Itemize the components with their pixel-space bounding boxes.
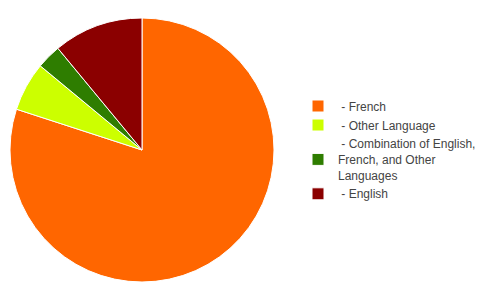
svg-text:- Combination of English,Frenc: - Combination of English,French, and Oth…	[338, 137, 475, 182]
svg-text:- English: - English	[338, 187, 388, 201]
svg-text:- Other Language: - Other Language	[338, 119, 436, 133]
svg-text:- French: - French	[338, 100, 386, 114]
